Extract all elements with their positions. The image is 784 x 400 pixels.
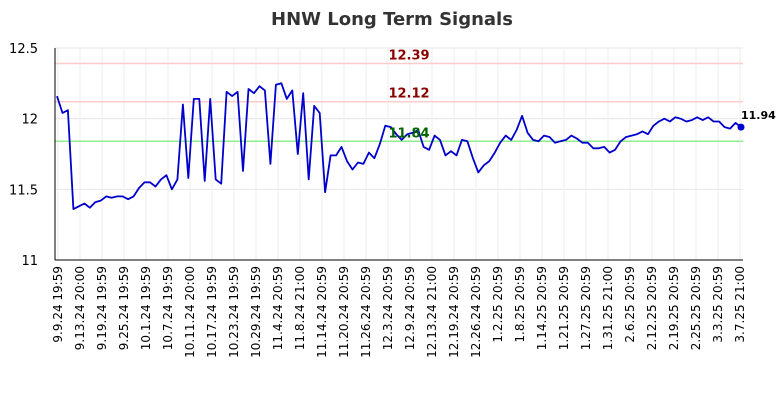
y-tick-label: 12.5 — [9, 42, 38, 57]
y-tick-label: 11 — [21, 254, 38, 269]
x-tick-label: 11.26.24 20:59 — [359, 266, 373, 358]
y-tick-label: 11.5 — [9, 183, 38, 198]
x-tick-label: 9.19.24 19:59 — [95, 266, 109, 350]
x-tick-label: 12.9.24 20:59 — [403, 266, 417, 350]
grid — [55, 47, 743, 261]
x-tick-label: 3.7.25 21:00 — [733, 266, 747, 343]
x-tick-label: 1.31.25 21:00 — [601, 266, 615, 350]
x-tick-label: 12.26.24 20:59 — [469, 266, 483, 358]
x-tick-label: 11.20.24 20:59 — [337, 266, 351, 358]
axes — [54, 48, 743, 261]
x-tick-label: 1.27.25 20:59 — [579, 266, 593, 350]
x-tick-label: 9.13.24 20:00 — [73, 266, 87, 350]
signal-level-label: 12.12 — [388, 87, 429, 102]
x-tick-label: 2.19.25 20:59 — [667, 266, 681, 350]
x-tick-label: 10.23.24 19:59 — [227, 266, 241, 358]
x-tick-label: 10.29.24 19:59 — [249, 266, 263, 358]
x-tick-label: 11.4.24 20:59 — [271, 266, 285, 350]
x-tick-label: 1.21.25 20:59 — [557, 266, 571, 350]
x-tick-label: 12.13.24 21:00 — [425, 266, 439, 358]
x-tick-label: 12.19.24 20:59 — [447, 266, 461, 358]
x-tick-label: 11.14.24 20:59 — [315, 266, 329, 358]
x-tick-label: 10.7.24 19:59 — [161, 266, 175, 350]
last-value-label: 11.94 — [741, 109, 776, 122]
x-tick-label: 9.9.24 19:59 — [51, 266, 65, 343]
x-tick-label: 1.2.25 20:59 — [491, 266, 505, 343]
x-tick-label: 9.25.24 19:59 — [117, 266, 131, 350]
price-series — [56, 82, 745, 211]
x-tick-label: 1.14.25 20:59 — [535, 266, 549, 350]
labels: 11 11.5 12 12.5 9.9.24 19:59 9.13.24 20:00 9.1… — [9, 42, 776, 358]
signal-level-label: 11.84 — [388, 126, 429, 141]
price-line — [56, 82, 742, 211]
x-tick-label: 10.1.24 19:59 — [139, 266, 153, 350]
x-tick-label: 2.12.25 20:59 — [645, 266, 659, 350]
x-tick-label: 11.8.24 21:00 — [293, 266, 307, 350]
x-tick-label: 2.25.25 20:59 — [689, 266, 703, 350]
y-tick-label: 12 — [21, 113, 38, 128]
x-tick-label: 10.17.24 19:59 — [205, 266, 219, 358]
x-tick-label: 3.3.25 20:59 — [711, 266, 725, 343]
signal-levels — [55, 62, 743, 143]
x-tick-label: 1.8.25 20:59 — [513, 266, 527, 343]
chart-title: HNW Long Term Signals — [271, 9, 513, 30]
signal-level-label: 12.39 — [388, 49, 429, 64]
last-point-marker — [737, 123, 745, 131]
x-tick-label: 10.11.24 20:00 — [183, 266, 197, 358]
x-tick-label: 2.6.25 20:59 — [623, 266, 637, 343]
x-tick-label: 12.3.24 20:59 — [381, 266, 395, 350]
